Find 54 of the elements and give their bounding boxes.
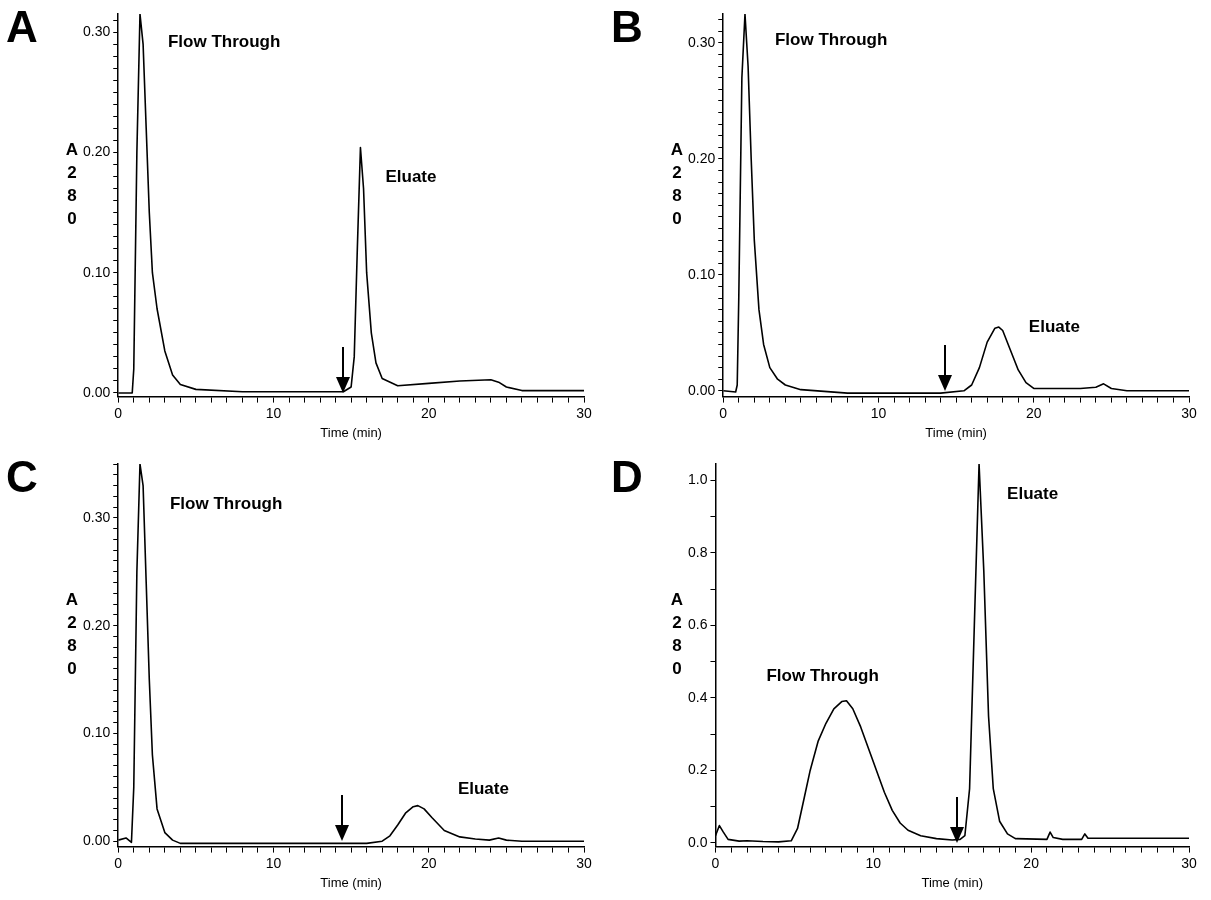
- x-tick-label: 0: [719, 404, 728, 421]
- x-tick-label: 10: [865, 854, 882, 871]
- y-tick-label: 1.0: [687, 471, 708, 488]
- x-axis-title: Time (min): [925, 424, 987, 440]
- y-tick-label: 0.30: [83, 22, 111, 39]
- x-tick-label: 10: [870, 404, 887, 421]
- annotation: Flow Through: [766, 665, 879, 685]
- y-tick-label: 0.8: [687, 543, 708, 560]
- annotation: Eluate: [1028, 316, 1080, 336]
- y-tick-label: 0.00: [688, 381, 716, 398]
- y-axis-title: A280: [670, 140, 684, 229]
- y-tick-label: 0.20: [83, 616, 111, 633]
- y-axis-title: A280: [65, 590, 79, 679]
- x-tick-label: 0: [114, 404, 123, 421]
- y-axis-title: A280: [65, 140, 79, 229]
- annotation: Flow Through: [774, 29, 888, 49]
- chart-title: A: [6, 2, 38, 52]
- y-tick-label: 0.20: [83, 143, 111, 160]
- x-axis-title: Time (min): [320, 874, 382, 890]
- x-tick-label: 30: [1181, 404, 1197, 421]
- chart-title: D: [611, 452, 643, 502]
- y-tick-label: 0.0: [687, 833, 708, 850]
- x-axis-title: Time (min): [921, 874, 984, 890]
- x-tick-label: 20: [1023, 854, 1040, 871]
- x-tick-label: 0: [711, 854, 720, 871]
- chart-title: C: [6, 452, 38, 502]
- x-tick-label: 30: [1181, 854, 1197, 871]
- y-tick-label: 0.4: [687, 688, 708, 705]
- annotation: Eluate: [457, 779, 509, 799]
- annotation: Eluate: [385, 167, 437, 187]
- annotation: Flow Through: [167, 31, 281, 51]
- y-tick-label: 0.30: [83, 508, 111, 525]
- x-tick-label: 0: [114, 854, 123, 871]
- y-axis-title: A280: [670, 590, 684, 679]
- x-tick-label: 30: [576, 404, 592, 421]
- y-tick-label: 0.00: [83, 383, 111, 400]
- y-tick-label: 0.30: [688, 33, 716, 50]
- annotation: Flow Through: [169, 493, 283, 513]
- x-tick-label: 20: [1025, 404, 1042, 421]
- annotation: Eluate: [1007, 483, 1059, 503]
- x-tick-label: 10: [265, 854, 282, 871]
- x-tick-label: 20: [420, 854, 437, 871]
- x-tick-label: 30: [576, 854, 592, 871]
- y-tick-label: 0.10: [83, 724, 111, 741]
- y-tick-label: 0.6: [687, 616, 708, 633]
- y-tick-label: 0.2: [687, 761, 708, 778]
- x-tick-label: 20: [420, 404, 437, 421]
- y-tick-label: 0.20: [688, 149, 716, 166]
- y-tick-label: 0.10: [688, 265, 716, 282]
- y-tick-label: 0.00: [83, 832, 111, 849]
- x-tick-label: 10: [265, 404, 282, 421]
- y-tick-label: 0.10: [83, 263, 111, 280]
- x-axis-title: Time (min): [320, 424, 382, 440]
- chart-title: B: [611, 2, 643, 52]
